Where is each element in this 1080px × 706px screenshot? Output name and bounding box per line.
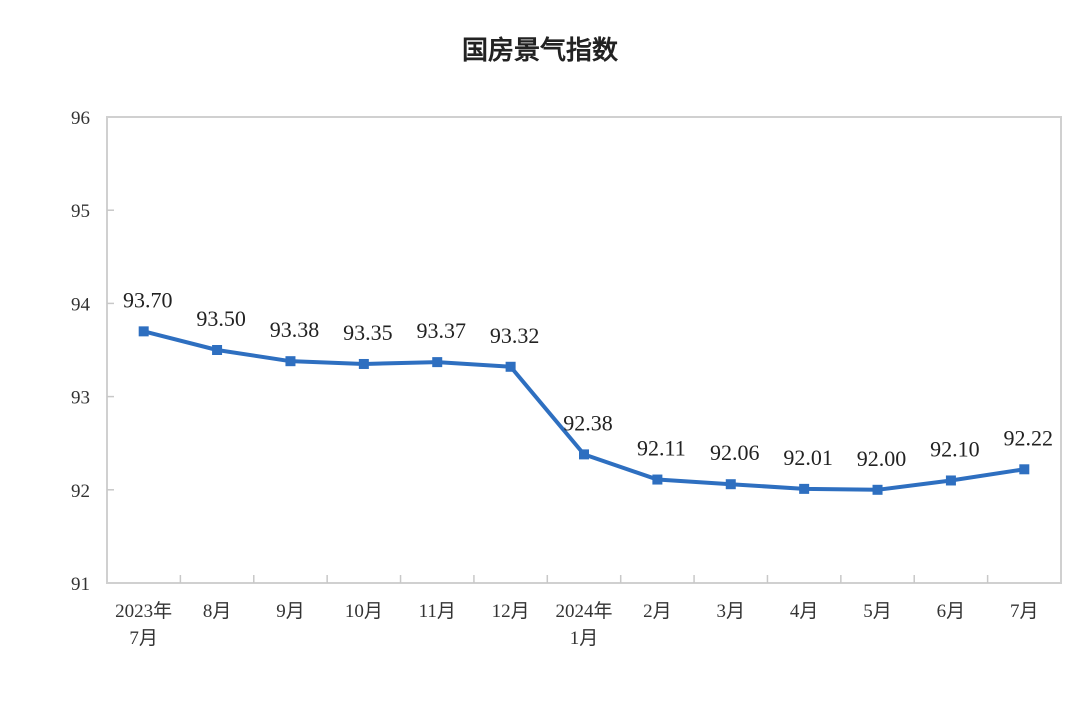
data-label: 92.00 xyxy=(857,446,907,471)
x-tick-label: 2023年 xyxy=(115,600,172,622)
plot-frame xyxy=(106,116,1062,584)
data-label: 92.06 xyxy=(710,440,760,465)
data-label: 93.38 xyxy=(270,317,320,342)
data-label: 92.01 xyxy=(783,445,833,470)
x-tick-label: 11月 xyxy=(419,601,456,622)
data-label: 92.22 xyxy=(1004,425,1054,450)
y-tick-label: 96 xyxy=(71,108,90,129)
data-label: 92.11 xyxy=(637,436,686,461)
x-tick-label: 2024年 xyxy=(555,600,612,622)
square-marker-icon xyxy=(799,483,810,494)
y-tick-label: 92 xyxy=(71,481,90,502)
x-tick-label: 12月 xyxy=(492,601,530,622)
square-marker-icon xyxy=(652,474,663,485)
data-label: 93.70 xyxy=(123,287,173,312)
x-tick-label: 5月 xyxy=(863,601,892,622)
y-tick-label: 94 xyxy=(71,294,91,315)
square-marker-icon xyxy=(725,479,736,490)
data-label: 93.50 xyxy=(196,306,246,331)
data-label: 93.37 xyxy=(416,318,466,343)
square-marker-icon xyxy=(1019,464,1030,475)
x-axis: 2023年 7月 8月 9月 10月 11月 12月 2024年 1月 2月 3月 4月 5月 6月 7月 xyxy=(115,575,1039,649)
y-axis: 91 92 93 94 95 96 xyxy=(71,108,114,595)
x-tick-label: 8月 xyxy=(203,601,232,622)
square-marker-icon xyxy=(505,361,516,372)
y-tick-label: 91 xyxy=(71,574,90,595)
square-marker-icon xyxy=(285,356,296,367)
square-marker-icon xyxy=(579,449,589,460)
data-label: 93.35 xyxy=(343,320,393,345)
x-tick-label: 4月 xyxy=(790,601,819,622)
square-marker-icon xyxy=(945,475,956,486)
data-label: 92.38 xyxy=(563,410,613,435)
square-marker-icon xyxy=(212,345,223,355)
data-label: 92.10 xyxy=(930,436,980,461)
x-tick-label: 6月 xyxy=(937,601,966,622)
square-marker-icon xyxy=(138,326,149,337)
data-series: 93.70 93.50 93.38 93.35 93.37 93.32 92.38 92.11… xyxy=(123,287,1054,495)
data-label: 93.32 xyxy=(490,323,540,348)
x-tick-label: 9月 xyxy=(276,601,305,622)
x-tick-label: 10月 xyxy=(345,601,383,622)
y-tick-label: 95 xyxy=(71,201,90,222)
x-tick-label: 2月 xyxy=(643,601,672,622)
x-tick-label: 7月 xyxy=(1010,601,1039,622)
square-marker-icon xyxy=(358,358,369,369)
x-tick-label: 1月 xyxy=(570,628,599,649)
square-marker-icon xyxy=(872,484,883,495)
x-tick-label: 7月 xyxy=(129,628,158,649)
square-marker-icon xyxy=(432,357,443,368)
y-tick-label: 93 xyxy=(71,388,90,409)
chart-title: 国房景气指数 xyxy=(461,36,618,66)
x-tick-label: 3月 xyxy=(717,601,746,622)
